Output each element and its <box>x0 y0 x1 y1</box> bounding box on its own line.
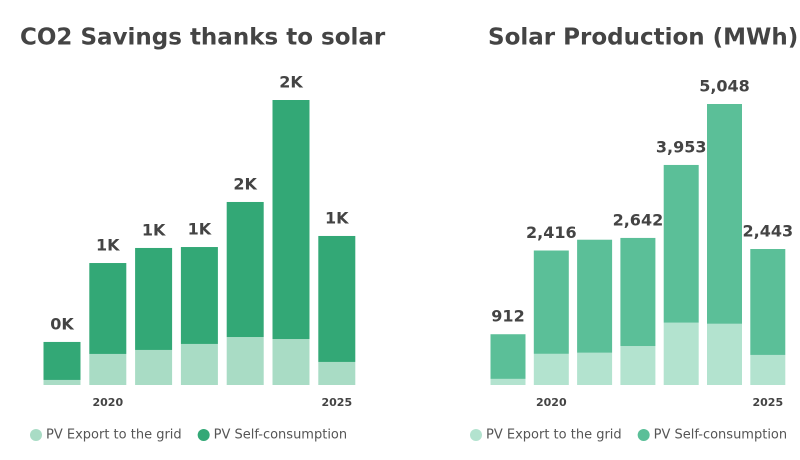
bar-segment <box>663 164 699 323</box>
legend-label: PV Export to the grid <box>46 428 182 443</box>
bar-segment <box>226 337 264 385</box>
bar-segment <box>226 201 264 338</box>
bar-segment <box>577 239 613 353</box>
chart-title: CO2 Savings thanks to solar <box>20 25 386 51</box>
bar-segment <box>43 379 81 385</box>
legend-marker <box>197 429 210 441</box>
bar-segment <box>707 104 742 324</box>
total-label: 5,048 <box>699 77 750 96</box>
total-label: 2,443 <box>742 222 793 241</box>
total-label: 1K <box>142 220 166 239</box>
bar-segment <box>272 339 310 385</box>
bar-segment <box>318 361 356 385</box>
bar-segment <box>620 346 656 385</box>
total-label: 3,953 <box>656 137 707 156</box>
legend-label: PV Self-consumption <box>214 428 347 443</box>
x-tick-label: 2020 <box>92 396 123 409</box>
x-tick-label: 2025 <box>321 396 352 409</box>
bar-segment <box>533 250 569 354</box>
bar-segment <box>533 353 569 385</box>
legend-marker <box>470 429 482 441</box>
bar-segment <box>663 322 699 385</box>
legend-label: PV Export to the grid <box>486 428 622 443</box>
total-label: 1K <box>188 220 212 239</box>
bar-segment <box>750 354 786 385</box>
legend-marker <box>30 429 42 441</box>
bar-segment <box>490 378 526 385</box>
total-label: 912 <box>491 307 524 326</box>
bar-segment <box>89 263 127 354</box>
bar-segment <box>180 247 218 344</box>
total-label: 2K <box>233 174 257 193</box>
bar-segment <box>135 247 173 350</box>
total-label: 2,642 <box>613 210 664 229</box>
chart-title: Solar Production (MWh) <box>488 25 798 51</box>
total-label: 1K <box>325 208 349 227</box>
x-tick-label: 2025 <box>752 396 783 409</box>
bar-segment <box>750 249 786 355</box>
bar-segment <box>577 352 613 385</box>
bar-segment <box>620 237 656 347</box>
legend-marker <box>637 429 650 441</box>
bar-segment <box>272 100 310 340</box>
total-label: 0K <box>50 314 74 333</box>
bar-segment <box>490 334 526 379</box>
total-label: 2K <box>279 73 303 92</box>
x-tick-label: 2020 <box>536 396 567 409</box>
bar-segment <box>89 353 127 385</box>
total-label: 2,416 <box>526 223 577 242</box>
total-label: 1K <box>96 236 120 255</box>
bar-segment <box>43 341 81 380</box>
legend-label: PV Self-consumption <box>654 428 787 443</box>
bar-segment <box>707 323 742 385</box>
bar-segment <box>135 349 173 385</box>
bar-segment <box>318 235 356 362</box>
bar-segment <box>180 343 218 385</box>
